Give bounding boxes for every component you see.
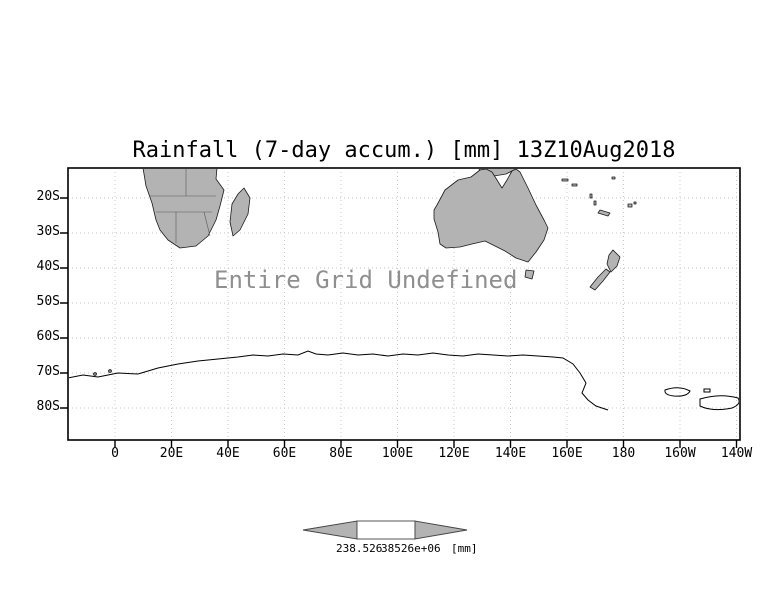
- x-tick-label-100e: 100E: [381, 446, 414, 461]
- land-australia: [433, 169, 549, 263]
- colorbar-right-arrow: [414, 520, 468, 540]
- land-southern-africa: [142, 169, 225, 249]
- x-tick-label-160e: 160E: [551, 446, 583, 461]
- colorbar-mid-segment: [356, 520, 416, 540]
- antarctic-island-outline-1: [664, 387, 691, 397]
- country-borders: [150, 169, 216, 243]
- x-tick-label-40e: 40E: [216, 446, 240, 461]
- y-axis-ticks: [60, 197, 68, 409]
- colorbar-units-label: [mm]: [451, 542, 478, 555]
- land-new-zealand-north-island: [606, 249, 621, 273]
- y-tick-label-80s: 80S: [36, 399, 60, 414]
- x-tick-label-60e: 60E: [272, 446, 297, 461]
- antarctic-island-outline-2: [699, 395, 739, 411]
- colorbar-left-arrow: [302, 520, 358, 540]
- x-tick-label-140w: 140W: [720, 446, 753, 461]
- y-tick-label-60s: 60S: [36, 329, 60, 344]
- africa-internal-borders: [150, 169, 216, 243]
- x-tick-label-120e: 120E: [438, 446, 470, 461]
- plot-frame: [67, 167, 741, 441]
- land-pacific-islands: [561, 176, 637, 217]
- colorbar: [302, 520, 468, 540]
- y-tick-label-40s: 40S: [36, 259, 60, 274]
- x-tick-label-20e: 20E: [159, 446, 184, 461]
- graticule-gridlines: [69, 169, 739, 439]
- x-tick-label-160w: 160W: [664, 446, 696, 461]
- x-tick-label-180: 180: [611, 446, 636, 461]
- y-tick-label-70s: 70S: [36, 364, 60, 379]
- gridlines-horizontal: [69, 197, 739, 409]
- y-tick-label-50s: 50S: [36, 294, 60, 309]
- axis-ticks: [60, 197, 738, 448]
- gridlines-vertical: [114, 169, 737, 439]
- landmasses: [142, 169, 637, 291]
- land-madagascar: [229, 187, 251, 237]
- y-tick-label-20s: 20S: [36, 189, 60, 204]
- antarctica-coastline: [69, 350, 739, 411]
- coast-islet-1: [93, 372, 97, 376]
- undefined-grid-annotation: Entire Grid Undefined: [214, 266, 518, 294]
- colorbar-min-label: 238.526: [336, 542, 383, 555]
- chart-title: Rainfall (7-day accum.) [mm] 13Z10Aug201…: [132, 138, 676, 163]
- y-tick-label-30s: 30S: [36, 224, 60, 239]
- x-tick-label-140e: 140E: [494, 446, 527, 461]
- coast-islet-2: [108, 369, 112, 373]
- antarctic-coast-line: [69, 350, 609, 411]
- antarctic-island-outline-3: [703, 388, 711, 393]
- land-new-zealand-south-island: [589, 268, 611, 291]
- x-tick-label-80e: 80E: [329, 446, 353, 461]
- land-tasmania: [524, 269, 535, 280]
- colorbar-max-label: 38526e+06: [381, 542, 441, 555]
- x-tick-label-0: 0: [111, 446, 119, 461]
- x-axis-ticks: [114, 440, 738, 448]
